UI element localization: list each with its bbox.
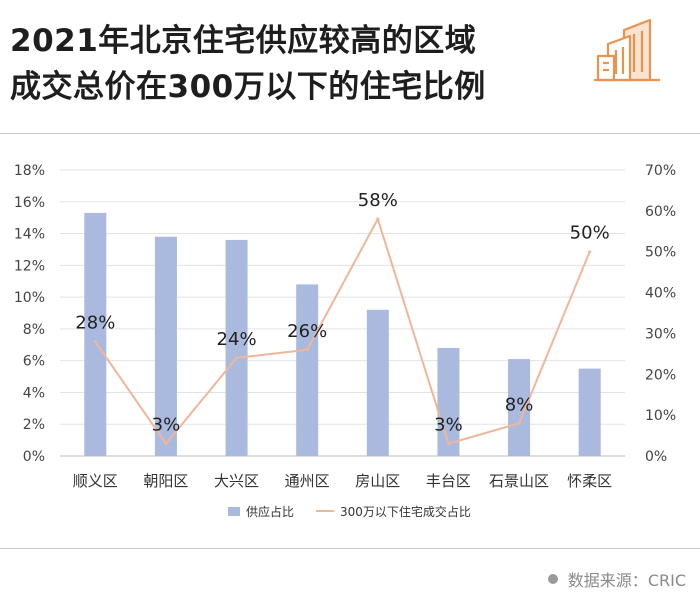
bar xyxy=(84,212,107,456)
x-tick-label: 怀柔区 xyxy=(567,472,612,490)
y-left-tick-label: 4% xyxy=(23,385,45,401)
y-left-tick-label: 10% xyxy=(14,290,45,306)
legend-swatch-bar xyxy=(228,507,240,516)
y-right-tick-label: 20% xyxy=(645,367,676,383)
x-tick-label: 朝阳区 xyxy=(143,472,188,490)
footer-divider xyxy=(0,548,700,549)
line-series: 28% 3% 24% 26% 58% 3% 8% 50% xyxy=(75,190,610,446)
bar xyxy=(366,309,389,456)
line-point xyxy=(588,250,592,254)
line-path xyxy=(94,216,591,446)
chart-title: 2021年北京住宅供应较高的区域 成交总价在300万以下的住宅比例 xyxy=(10,18,570,110)
y-right-tick-label: 0% xyxy=(645,449,667,465)
data-label: 8% xyxy=(505,394,534,415)
data-label: 58% xyxy=(358,190,398,211)
bar xyxy=(437,347,460,456)
line-point xyxy=(446,442,450,446)
chart-title-line-2: 成交总价在300万以下的住宅比例 xyxy=(10,69,486,105)
y-right-tick-label: 50% xyxy=(645,245,676,261)
line-point xyxy=(517,421,521,425)
source-label: 数据来源： xyxy=(567,571,648,590)
y-left-tick-label: 18% xyxy=(14,163,45,179)
y-right-tick-label: 40% xyxy=(645,286,676,302)
bar xyxy=(154,236,177,456)
line-point xyxy=(93,340,97,344)
y-right-tick-label: 30% xyxy=(645,326,676,342)
y-left-tick-label: 6% xyxy=(23,354,45,370)
bullet-dot-icon xyxy=(547,574,558,584)
bar xyxy=(578,368,601,456)
data-label: 26% xyxy=(287,321,327,342)
chart-title-line-1: 2021年北京住宅供应较高的区域 xyxy=(10,23,477,59)
x-tick-label: 房山区 xyxy=(355,472,400,490)
y-left-tick-label: 2% xyxy=(23,417,45,433)
legend: 供应占比 300万以下住宅成交占比 xyxy=(228,504,471,519)
y-right-tick-label: 70% xyxy=(645,163,676,179)
buildings-icon xyxy=(594,18,660,82)
x-tick-label: 顺义区 xyxy=(73,472,118,490)
bar xyxy=(225,239,248,456)
y-left-tick-label: 12% xyxy=(14,258,45,274)
y-left-tick-label: 8% xyxy=(23,322,45,338)
bar xyxy=(508,359,531,456)
data-label: 50% xyxy=(570,223,610,244)
data-label: 28% xyxy=(75,313,115,334)
y-left-tick-label: 14% xyxy=(14,227,45,243)
x-tick-label: 通州区 xyxy=(285,472,330,490)
grid-lines xyxy=(60,169,625,457)
bar-series xyxy=(84,212,601,456)
data-source: 数据来源：CRIC xyxy=(547,567,686,591)
data-label: 24% xyxy=(217,329,257,350)
header-divider xyxy=(0,133,700,134)
legend-label-bar: 供应占比 xyxy=(246,504,294,519)
chart-area: 28% 3% 24% 26% 58% 3% 8% 50% 0% 2% 4% 6% 8% 10% 12% 14… xyxy=(14,163,676,519)
data-label: 3% xyxy=(152,415,181,436)
source-value: CRIC xyxy=(647,571,686,590)
y-right-tick-label: 60% xyxy=(645,204,676,220)
axes: 0% 2% 4% 6% 8% 10% 12% 14% 16% 18% 0% 10% 20% 30% 40% 5… xyxy=(14,163,676,490)
line-point xyxy=(235,356,239,360)
line-point xyxy=(305,348,309,352)
y-left-tick-label: 16% xyxy=(14,195,45,211)
y-left-tick-label: 0% xyxy=(23,449,45,465)
y-right-tick-label: 10% xyxy=(645,408,676,424)
x-tick-label: 大兴区 xyxy=(214,472,259,490)
line-point xyxy=(164,442,168,446)
data-label: 3% xyxy=(434,415,463,436)
line-point xyxy=(376,217,380,221)
legend-label-line: 300万以下住宅成交占比 xyxy=(340,504,471,519)
x-tick-label: 石景山区 xyxy=(489,472,549,490)
bar xyxy=(296,284,319,456)
x-tick-label: 丰台区 xyxy=(426,472,471,490)
